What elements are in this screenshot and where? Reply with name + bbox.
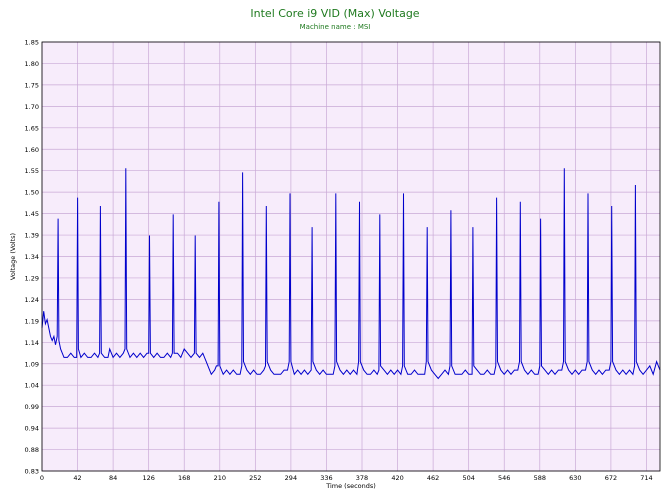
x-tick-label: 588	[534, 474, 546, 482]
x-tick-label: 252	[249, 474, 261, 482]
y-tick-label: 1.34	[25, 253, 39, 261]
voltage-series-line	[41, 168, 661, 380]
y-tick-label: 1.75	[25, 81, 39, 89]
grid-lines	[41, 41, 660, 472]
y-tick-label: 1.45	[25, 210, 39, 218]
y-tick-label: 1.55	[25, 167, 39, 175]
x-tick-label: 0	[40, 474, 44, 482]
y-tick-label: 1.80	[25, 60, 39, 68]
x-tick-label: 294	[285, 474, 297, 482]
x-tick-label: 420	[391, 474, 403, 482]
y-tick-label: 1.70	[25, 103, 39, 111]
plot-frame	[41, 41, 661, 472]
y-tick-labels: 0.83 0.88 0.94 0.99 1.04 1.09 1.14 1.19 1.24 1.29…	[25, 39, 39, 476]
x-tick-label: 126	[142, 474, 154, 482]
y-tick-label: 1.39	[25, 232, 39, 240]
x-tick-label: 672	[605, 474, 617, 482]
x-tick-label: 630	[569, 474, 581, 482]
y-tick-label: 1.19	[25, 317, 39, 325]
y-tick-label: 0.94	[25, 425, 39, 433]
x-tick-label: 546	[498, 474, 510, 482]
x-axis-label: Time (seconds)	[325, 482, 376, 490]
x-tick-label: 42	[73, 474, 81, 482]
x-tick-label: 462	[427, 474, 439, 482]
y-tick-label: 1.29	[25, 274, 39, 282]
chart-subtitle: Machine name : MSI	[299, 23, 371, 31]
x-tick-label: 210	[214, 474, 226, 482]
y-tick-label: 1.85	[25, 39, 39, 47]
y-tick-label: 1.24	[25, 296, 39, 304]
y-tick-label: 0.83	[25, 468, 39, 476]
x-tick-label: 504	[462, 474, 474, 482]
x-tick-labels: 0 42 84 126 168 210 252 294 336 378 420 462 504 546 58…	[40, 474, 653, 482]
y-tick-label: 0.88	[25, 446, 39, 454]
x-tick-label: 84	[109, 474, 117, 482]
y-tick-label: 1.09	[25, 360, 39, 368]
y-axis-label: Voltage (Volts)	[9, 233, 17, 280]
y-tick-label: 1.14	[25, 339, 39, 347]
chart-title: Intel Core i9 VID (Max) Voltage	[250, 7, 420, 20]
x-tick-label: 378	[356, 474, 368, 482]
x-tick-label: 168	[178, 474, 190, 482]
y-tick-label: 1.65	[25, 124, 39, 132]
y-tick-label: 1.04	[25, 382, 39, 390]
y-tick-label: 1.50	[25, 189, 39, 197]
x-tick-label: 714	[640, 474, 652, 482]
y-tick-label: 1.60	[25, 146, 39, 154]
x-tick-label: 336	[320, 474, 332, 482]
y-tick-label: 0.99	[25, 403, 39, 411]
